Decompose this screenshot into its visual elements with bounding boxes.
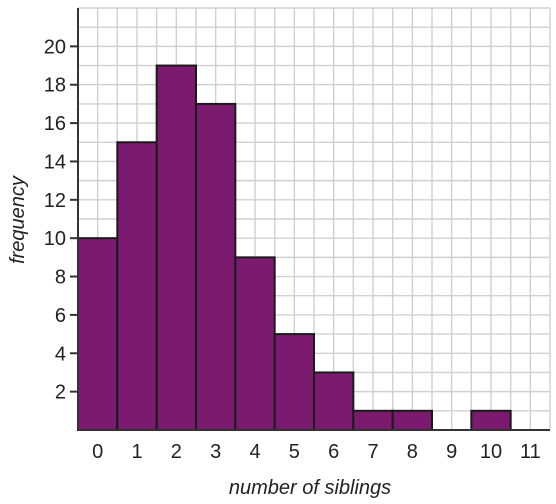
bar-layer	[77, 64, 512, 432]
x-tick-label: 10	[480, 441, 502, 463]
x-tick-label: 5	[289, 441, 300, 463]
x-tick-label: 1	[131, 441, 142, 463]
bar-3	[195, 102, 237, 431]
y-tick-label: 16	[44, 113, 66, 135]
x-tick-label: 3	[210, 441, 221, 463]
bar-0	[77, 237, 119, 431]
y-tick-label: 12	[44, 190, 66, 212]
y-tick-label: 8	[55, 267, 66, 289]
bar-8	[391, 409, 433, 431]
y-tick-label: 20	[44, 36, 66, 58]
y-tick-label: 4	[55, 343, 66, 365]
x-tick-label: 11	[520, 441, 541, 463]
x-tick-label: 8	[407, 441, 418, 463]
x-tick-label: 4	[249, 441, 260, 463]
y-tick-label: 10	[44, 228, 66, 250]
y-tick-label: 14	[44, 151, 66, 173]
x-tick-label: 6	[328, 441, 339, 463]
bar-5	[273, 333, 315, 431]
bar-10	[470, 409, 512, 431]
y-tick-label: 2	[55, 382, 66, 404]
x-tick-label: 0	[92, 441, 103, 463]
y-tick-label: 6	[55, 305, 66, 327]
x-tick-label: 7	[367, 441, 378, 463]
y-axis-title: frequency	[7, 175, 29, 264]
bar-4	[234, 256, 276, 432]
x-tick-label: 2	[171, 441, 182, 463]
bar-2	[155, 64, 198, 432]
axis-layer	[70, 8, 550, 431]
x-tick-label: 9	[446, 441, 457, 463]
bar-7	[352, 409, 394, 431]
x-axis-title: number of siblings	[229, 477, 391, 499]
y-tick-label: 18	[44, 75, 66, 97]
bar-1	[116, 141, 158, 431]
bar-6	[313, 371, 355, 432]
